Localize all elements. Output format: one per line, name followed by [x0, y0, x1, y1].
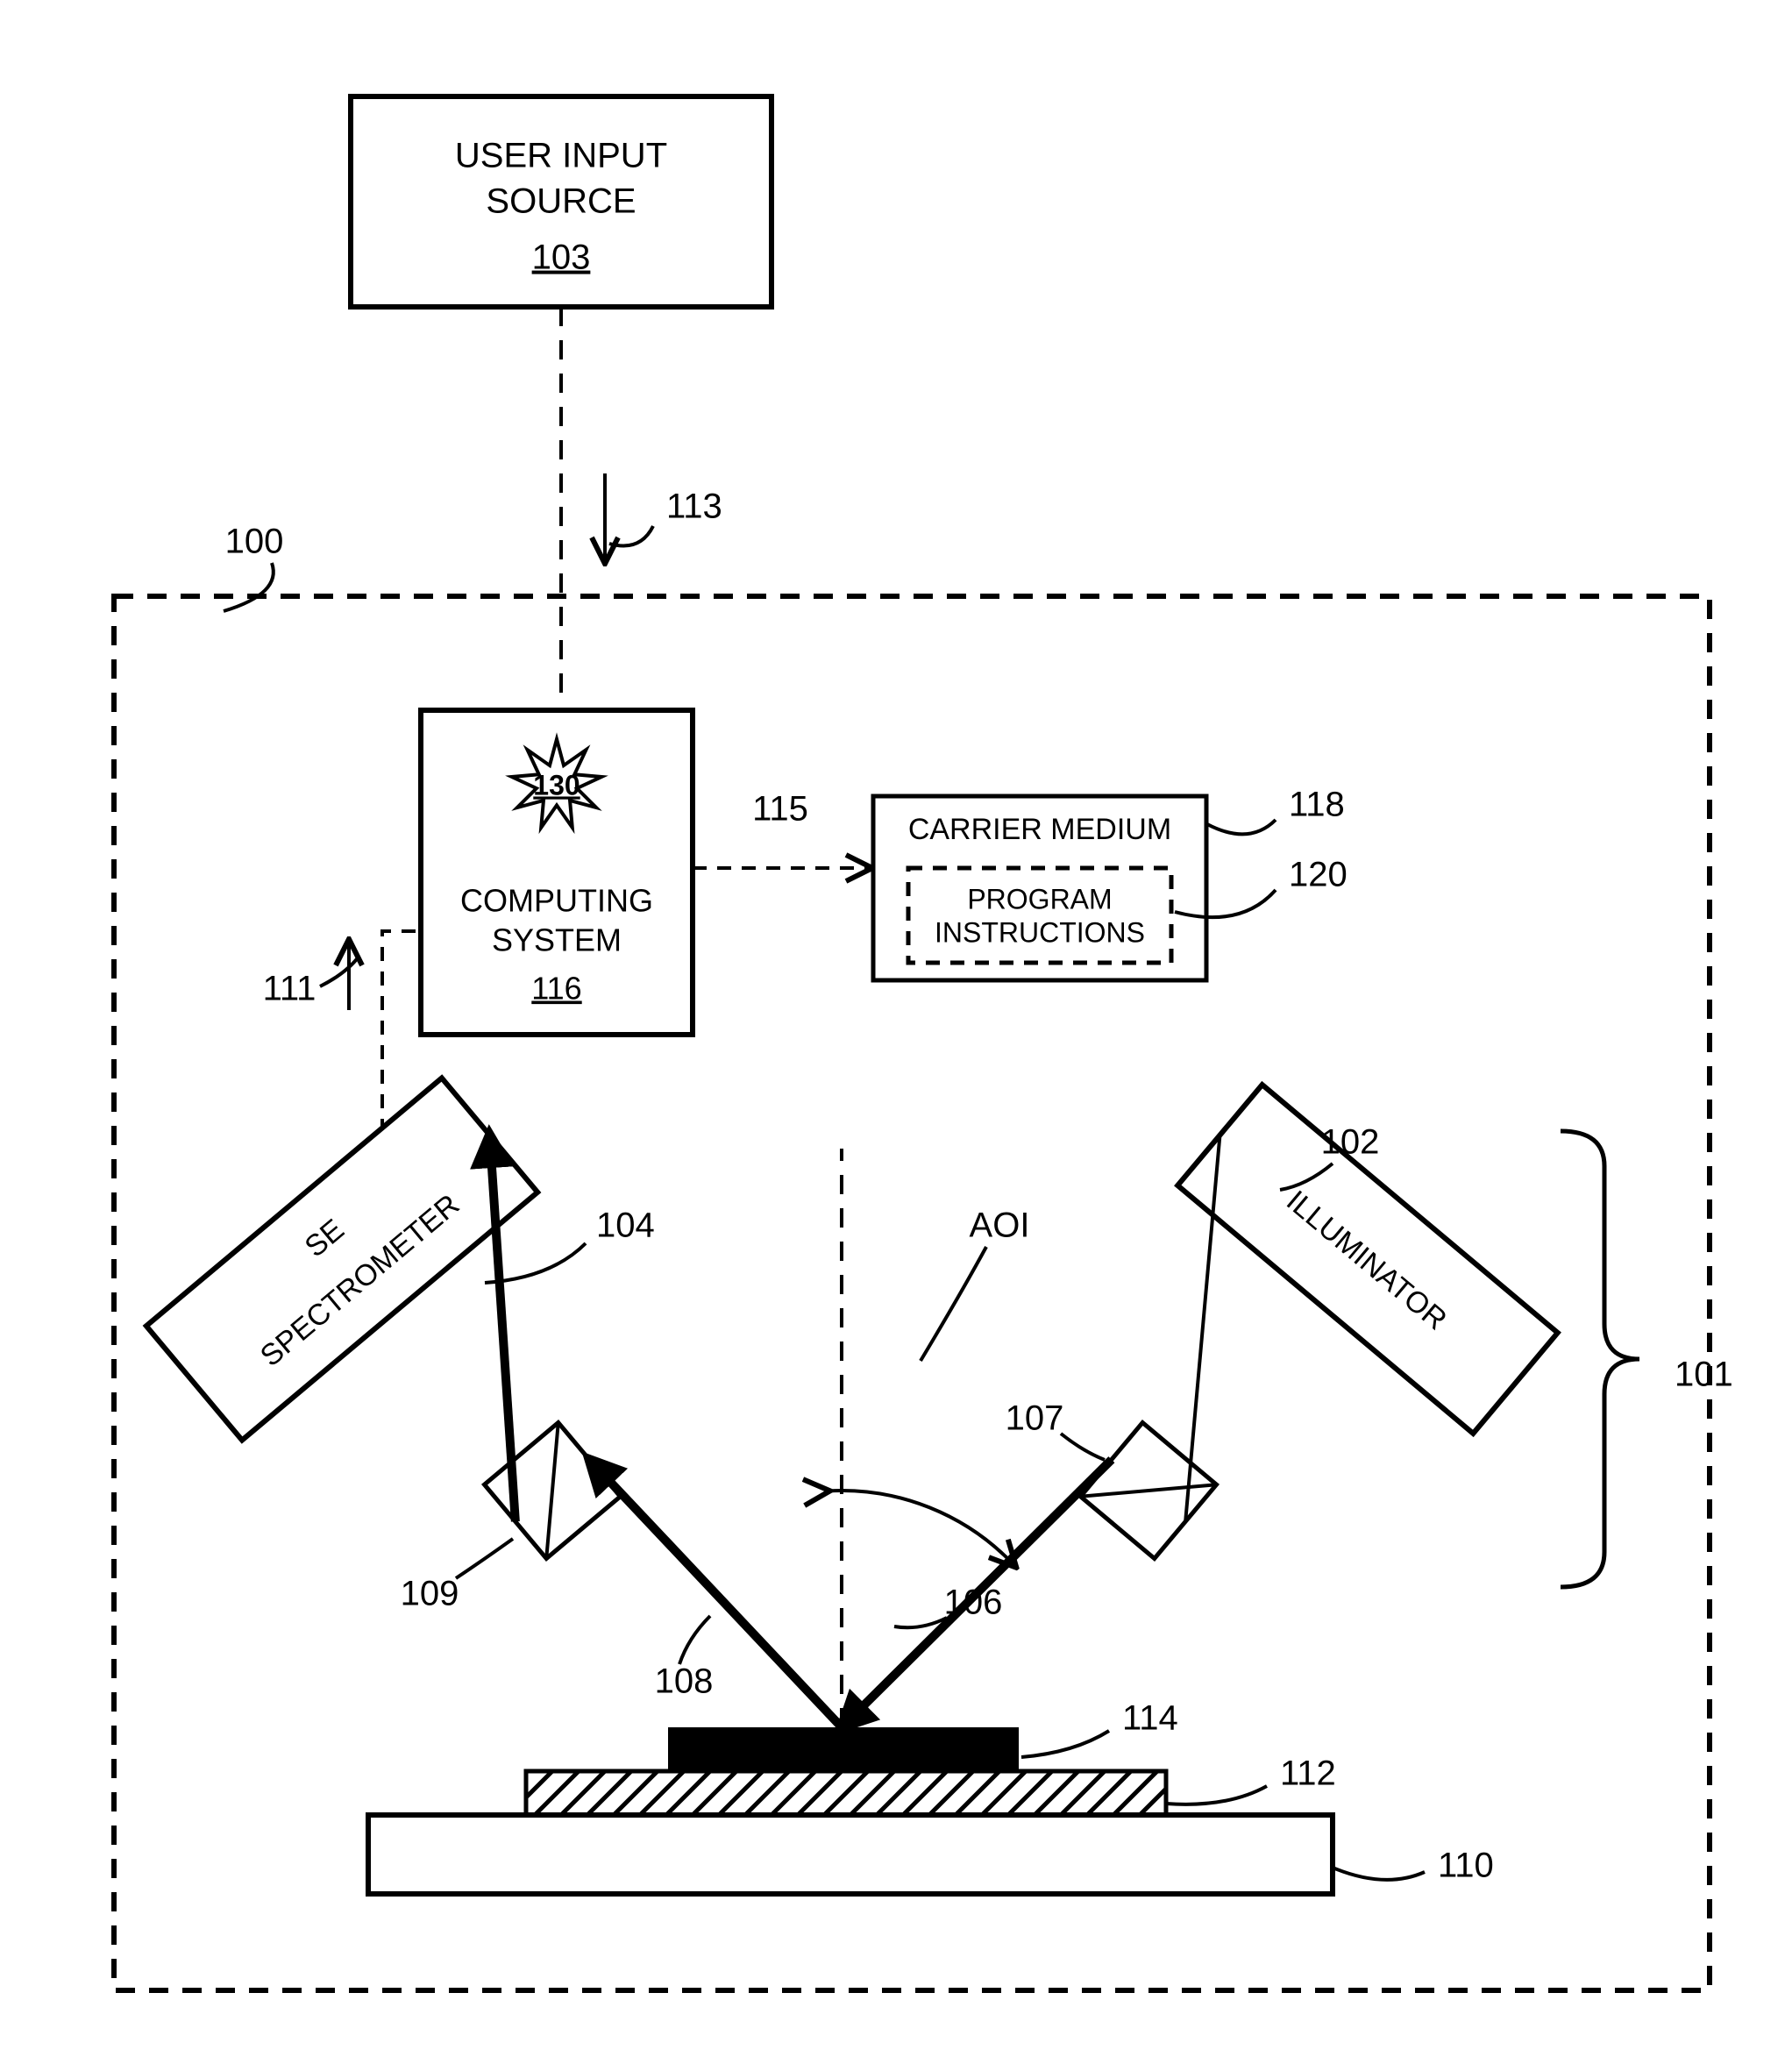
- polarizer-prism: [1081, 1423, 1217, 1559]
- beam-in-ref-106: 106: [944, 1584, 1003, 1622]
- link-113: 113: [561, 307, 722, 707]
- optics-group-ref-101: 101: [1675, 1356, 1733, 1394]
- user-input-label-2: SOURCE: [486, 182, 636, 221]
- analyzer-prism: [485, 1423, 621, 1559]
- polarizer-ref-107: 107: [1006, 1399, 1064, 1438]
- computing-ref-130: 130: [533, 769, 580, 801]
- analyzer-ref-109: 109: [401, 1575, 459, 1613]
- beam-out-ref-108: 108: [655, 1662, 714, 1701]
- user-input-label-1: USER INPUT: [455, 137, 667, 175]
- user-input-ref: 103: [532, 238, 591, 277]
- program-instructions-label-1: PROGRAM: [967, 883, 1112, 915]
- system-boundary-ref: 100: [225, 523, 284, 561]
- user-input-source-box: USER INPUT SOURCE 103: [351, 96, 772, 307]
- carrier-ref-118: 118: [1289, 786, 1345, 824]
- substrate-ref-112: 112: [1280, 1754, 1336, 1793]
- sample-leader: [1021, 1731, 1109, 1757]
- carrier-medium-label: CARRIER MEDIUM: [908, 813, 1171, 846]
- link-115: 115: [693, 790, 870, 868]
- program-ref-120: 120: [1289, 856, 1348, 894]
- computing-ref-116: 116: [531, 971, 581, 1007]
- link-113-ref: 113: [666, 488, 722, 526]
- stage-leader: [1333, 1868, 1425, 1880]
- thin-film-sample: [668, 1727, 1019, 1771]
- aoi-label: AOI: [970, 1206, 1030, 1245]
- wafer-stage: [368, 1815, 1333, 1894]
- figure-root: USER INPUT SOURCE 103 100 113 130 COMPUT…: [0, 0, 1792, 2064]
- computing-system-box: 130 COMPUTING SYSTEM 116: [421, 710, 693, 1035]
- link-111: 111: [263, 931, 421, 1133]
- stage-ref-110: 110: [1438, 1847, 1494, 1885]
- sample-ref-114: 114: [1122, 1699, 1178, 1738]
- spectrometer-ref-104: 104: [596, 1206, 655, 1245]
- beam-out-leader: [679, 1616, 710, 1664]
- curly-brace-icon: [1561, 1131, 1639, 1587]
- computing-label-1: COMPUTING: [460, 883, 653, 919]
- spectrometer-box: SE SPECTROMETER: [146, 1078, 537, 1440]
- aoi-angle: AOI: [828, 1206, 1030, 1566]
- link-111-ref: 111: [263, 970, 316, 1008]
- analyzer-leader: [456, 1539, 513, 1578]
- substrate-leader: [1166, 1786, 1267, 1804]
- illuminator-ref-102: 102: [1321, 1123, 1380, 1162]
- substrate: [526, 1771, 1166, 1815]
- computing-label-2: SYSTEM: [492, 922, 622, 958]
- carrier-medium-box: CARRIER MEDIUM PROGRAM INSTRUCTIONS 118 …: [873, 786, 1348, 980]
- polarizer-leader: [1061, 1434, 1105, 1460]
- program-instructions-label-2: INSTRUCTIONS: [935, 916, 1145, 948]
- beam-reflected: [589, 1460, 842, 1727]
- link-115-ref: 115: [752, 790, 808, 829]
